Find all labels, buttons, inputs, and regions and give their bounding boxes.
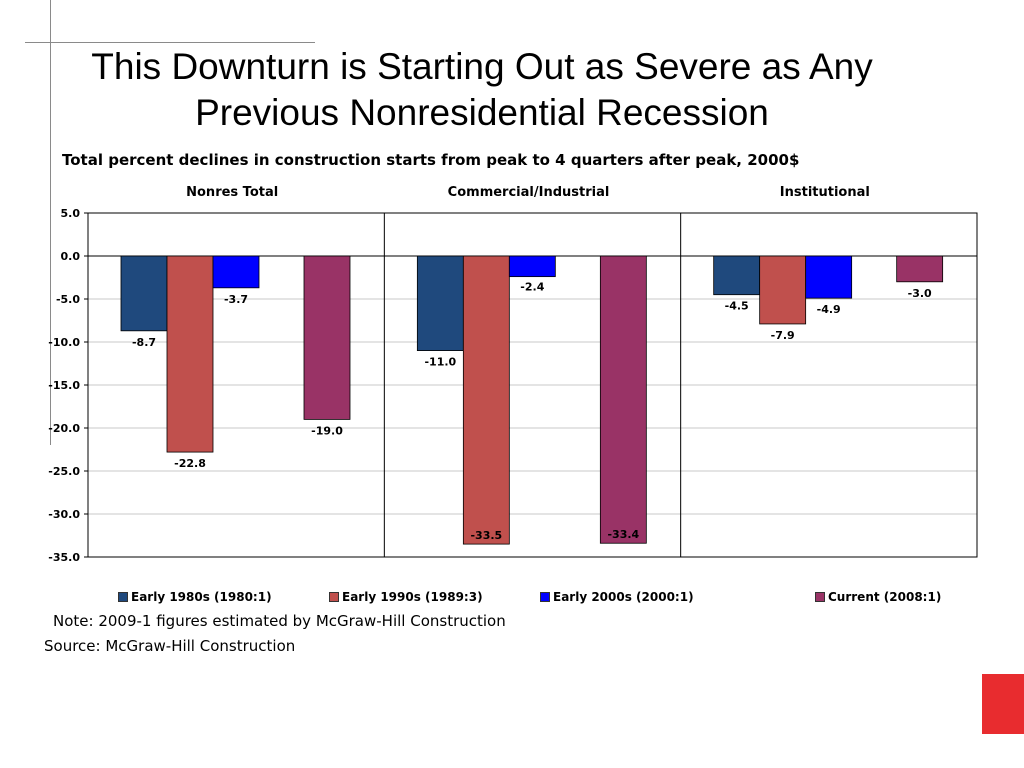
legend-swatch (540, 592, 550, 602)
data-label: -33.5 (470, 529, 502, 542)
legend-swatch (118, 592, 128, 602)
slide-title-line-2: Previous Nonresidential Recession (195, 92, 769, 133)
data-label: -4.9 (817, 303, 841, 316)
slide-title-line-1: This Downturn is Starting Out as Severe … (91, 46, 873, 87)
bar (599, 255, 647, 544)
bar (896, 255, 944, 283)
data-label: -33.4 (607, 528, 639, 541)
y-tick-label: -35.0 (48, 551, 80, 564)
chart-title: Total percent declines in construction s… (62, 151, 800, 169)
data-label: -4.5 (725, 300, 749, 313)
legend-label: Early 1990s (1989:3) (342, 590, 483, 604)
y-tick-label: -15.0 (48, 379, 80, 392)
decorative-horizontal-line (25, 42, 315, 43)
chart-source: Source: McGraw-Hill Construction (44, 637, 296, 655)
data-label: -8.7 (132, 336, 156, 349)
data-label: -19.0 (311, 424, 343, 437)
bar (303, 255, 351, 420)
category-label: Commercial/Industrial (448, 185, 610, 200)
bar (805, 255, 853, 299)
data-label: -7.9 (771, 329, 795, 342)
bar (508, 255, 556, 278)
bar (212, 255, 260, 289)
data-label: -22.8 (174, 457, 206, 470)
bar (416, 255, 464, 351)
legend-swatch (329, 592, 339, 602)
red-accent-bar (982, 674, 1024, 734)
bar (120, 255, 168, 332)
y-tick-label: -10.0 (48, 336, 80, 349)
data-label: -3.7 (224, 293, 248, 306)
y-tick-label: -20.0 (48, 422, 80, 435)
y-tick-label: 5.0 (61, 207, 81, 220)
legend-item: Early 2000s (2000:1) (540, 590, 694, 604)
chart-note: Note: 2009-1 figures estimated by McGraw… (53, 612, 506, 630)
y-tick-label: 0.0 (61, 250, 81, 263)
legend-label: Early 2000s (2000:1) (553, 590, 694, 604)
legend-item: Current (2008:1) (815, 590, 941, 604)
bar (759, 255, 807, 325)
data-label: -11.0 (424, 356, 456, 369)
category-label: Institutional (780, 185, 870, 200)
chart-legend: Early 1980s (1980:1) Early 1990s (1989:3)… (0, 590, 1024, 606)
slide-title: This Downturn is Starting Out as Severe … (0, 44, 964, 136)
legend-item: Early 1990s (1989:3) (329, 590, 483, 604)
decorative-vertical-line (50, 0, 51, 445)
data-label: -3.0 (908, 287, 932, 300)
bar (713, 255, 761, 296)
bar (462, 255, 510, 545)
bar-chart: 5.0 0.0 -5.0 -10.0 -15.0 -20.0 -25.0 -30.0 -35.0… (48, 185, 978, 564)
data-label: -2.4 (520, 281, 544, 294)
legend-label: Current (2008:1) (828, 590, 942, 604)
y-tick-label: -30.0 (48, 508, 80, 521)
bar (166, 255, 214, 453)
legend-label: Early 1980s (1980:1) (131, 590, 272, 604)
category-label: Nonres Total (186, 185, 278, 200)
plot-frame (87, 212, 978, 558)
legend-item: Early 1980s (1980:1) (118, 590, 272, 604)
y-tick-label: -25.0 (48, 465, 80, 478)
y-tick-label: -5.0 (56, 293, 80, 306)
legend-swatch (815, 592, 825, 602)
